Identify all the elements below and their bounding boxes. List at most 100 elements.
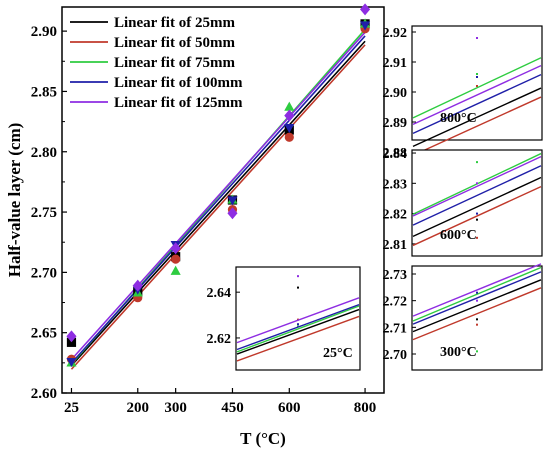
legend-entry: Linear fit of 125mm xyxy=(114,95,243,111)
inset-data-point xyxy=(476,212,478,215)
inset-frame xyxy=(411,265,543,371)
inset-y-tick-label: 2.71 xyxy=(383,321,408,336)
inset-25c: 2.62 2.64 25°C xyxy=(207,266,361,371)
inset-data-point xyxy=(476,218,478,221)
inset-y-tick-label: 2.62 xyxy=(207,332,232,347)
fit-line xyxy=(70,31,366,361)
inset-y-tick-label: 2.89 xyxy=(383,116,408,131)
inset-y-tick-label: 2.70 xyxy=(383,348,408,363)
inset-label: 25°C xyxy=(323,346,353,361)
y-tick-label: 2.90 xyxy=(31,24,57,40)
data-point-diamond xyxy=(284,109,295,122)
inset-y-tick-label: 2.84 xyxy=(383,147,408,162)
inset-data-point xyxy=(476,161,478,164)
inset-y-tick-label: 2.81 xyxy=(383,238,408,253)
inset-data-point xyxy=(476,291,478,294)
inset-y-tick-label: 2.64 xyxy=(207,286,232,301)
legend: Linear fit of 25mm Linear fit of 50mm Line… xyxy=(70,15,243,111)
legend-entry: Linear fit of 50mm xyxy=(114,35,235,51)
inset-fit-line xyxy=(412,287,542,341)
inset-data-point xyxy=(476,299,478,302)
inset-fit-line xyxy=(236,297,360,344)
inset-data-point xyxy=(476,350,478,353)
inset-data-point xyxy=(476,318,478,321)
y-tick-label: 2.70 xyxy=(31,265,57,281)
inset-y-tick-label: 2.82 xyxy=(383,208,408,223)
data-point-triangle xyxy=(170,265,181,275)
inset-data-point xyxy=(476,73,478,75)
x-tick-label: 450 xyxy=(221,400,244,416)
data-point-diamond xyxy=(170,242,181,255)
fit-line xyxy=(70,44,366,370)
inset-data-point xyxy=(476,85,478,87)
data-point-diamond xyxy=(132,279,143,292)
inset-y-tick-label: 2.90 xyxy=(383,86,408,101)
data-point-inverted-triangle xyxy=(66,357,77,368)
inset-fit-line xyxy=(412,165,542,226)
inset-data-point xyxy=(476,182,478,185)
inset-panels: 2.882.892.902.912.92800°C2.812.822.832.8… xyxy=(207,25,543,371)
x-axis-label: T (°C) xyxy=(240,429,286,448)
inset-y-tick-label: 2.72 xyxy=(383,295,408,310)
data-point-triangle xyxy=(284,101,295,111)
y-tick-label: 2.60 xyxy=(31,386,57,402)
inset-data-point xyxy=(476,37,478,39)
inset-600c: 2.81 2.82 2.83 2.84 600°C xyxy=(383,147,543,257)
inset-label: 300°C xyxy=(440,345,477,360)
inset-label: 600°C xyxy=(440,228,477,243)
inset-300c: 2.70 2.71 2.72 2.73 300°C xyxy=(383,263,543,371)
inset-fit-line xyxy=(412,64,542,126)
inset-y-tick-label: 2.73 xyxy=(383,268,408,283)
inset-fit-line xyxy=(412,156,542,217)
data-point-square xyxy=(66,337,77,347)
inset-fit-line xyxy=(412,73,542,135)
data-point-diamond xyxy=(227,207,238,220)
data-point-inverted-triangle xyxy=(227,196,238,206)
inset-fit-line xyxy=(236,305,360,353)
inset-fit-line xyxy=(412,185,542,247)
inset-frame xyxy=(411,25,543,141)
inset-label: 800°C xyxy=(440,111,477,126)
fit-line xyxy=(70,35,366,364)
inset-data-point xyxy=(476,236,478,239)
inset-y-tick-label: 2.91 xyxy=(383,56,408,71)
plot-frame xyxy=(61,6,385,394)
x-tick-label: 800 xyxy=(354,400,377,416)
data-point-circle xyxy=(171,254,181,264)
x-tick-label: 300 xyxy=(164,400,187,416)
legend-entry: Linear fit of 25mm xyxy=(114,15,235,31)
inset-y-tick-label: 2.83 xyxy=(383,177,408,192)
inset-y-tick-label: 2.88 xyxy=(383,146,408,161)
y-axis-label: Half-value layer (cm) xyxy=(5,123,24,278)
data-point-circle xyxy=(284,132,294,142)
inset-fit-line xyxy=(236,303,360,351)
x-tick-label: 25 xyxy=(64,400,79,416)
inset-800c: 2.88 2.89 2.90 2.91 2.92 800°C xyxy=(383,25,543,161)
inset-fit-line xyxy=(412,87,542,147)
inset-fit-line xyxy=(412,96,542,156)
inset-fit-line xyxy=(236,315,360,362)
inset-fit-line xyxy=(236,308,360,355)
y-tick-label: 2.80 xyxy=(31,145,57,161)
inset-fit-line xyxy=(412,57,542,119)
y-tick-label: 2.75 xyxy=(31,205,57,221)
data-point-inverted-triangle xyxy=(359,21,371,31)
fit-line xyxy=(70,40,366,367)
data-point-inverted-triangle xyxy=(284,123,295,134)
inset-fit-line xyxy=(412,176,542,237)
inset-y-tick-label: 2.92 xyxy=(383,26,408,41)
inset-fit-line xyxy=(412,266,542,322)
x-tick-label: 200 xyxy=(127,400,150,416)
inset-data-point xyxy=(297,323,299,326)
inset-frame xyxy=(235,266,361,371)
inset-data-point xyxy=(476,76,478,78)
data-point-diamond xyxy=(359,3,371,16)
inset-data-point xyxy=(476,323,478,326)
main-plot: 25 200 300 450 600 800 2.60 2.65 2.70 2.75 2.80 2.8… xyxy=(31,3,385,416)
y-tick-label: 2.65 xyxy=(31,326,57,342)
inset-fit-line xyxy=(412,279,542,333)
y-tick-label: 2.85 xyxy=(31,84,57,100)
legend-entry: Linear fit of 75mm xyxy=(114,55,235,71)
inset-fit-line xyxy=(412,263,542,317)
